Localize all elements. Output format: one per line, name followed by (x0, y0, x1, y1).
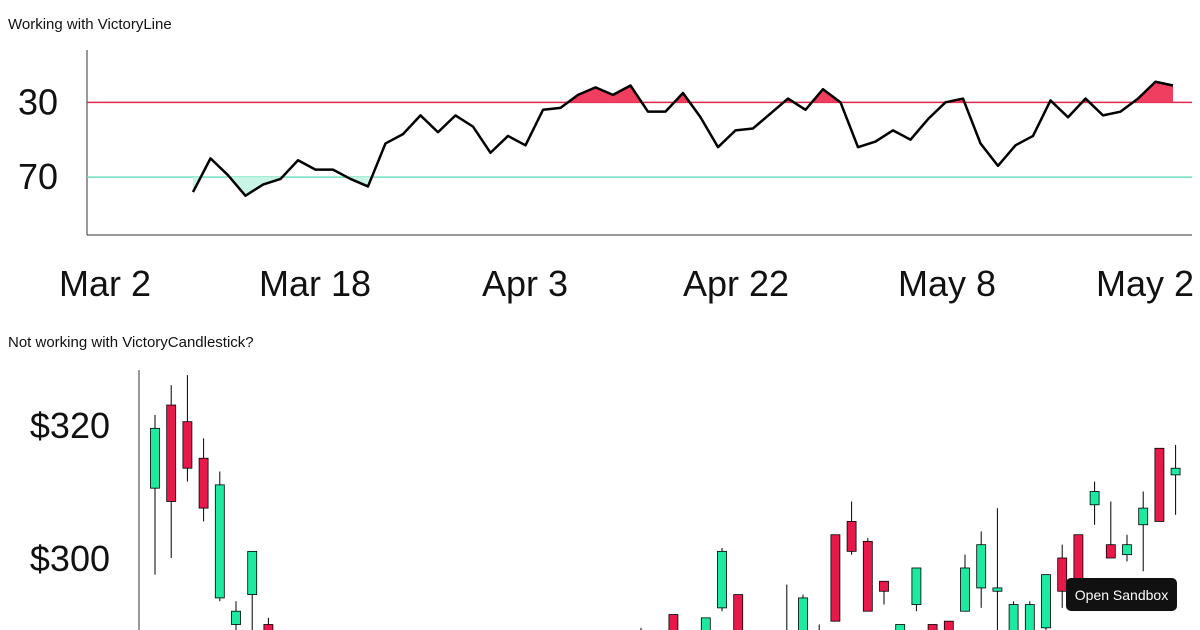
candle-body (1008, 604, 1019, 630)
x-tick-label: Apr 22 (683, 263, 789, 304)
candle-body (182, 421, 193, 469)
candle-body (1057, 557, 1068, 592)
candle-body (976, 544, 987, 589)
x-tick-label: Apr 3 (482, 263, 568, 304)
candle-body (1105, 544, 1116, 559)
candle-body (1154, 447, 1165, 522)
candle-body (1089, 491, 1100, 506)
candle-body (1041, 574, 1051, 629)
candle-body (830, 534, 841, 622)
y-tick-label: 70 (18, 156, 58, 197)
x-tick-label: May 8 (898, 263, 996, 304)
y-tick-label: 30 (18, 81, 58, 122)
candle-body (733, 594, 744, 630)
candle-body (263, 624, 274, 630)
over-threshold-area (1133, 81, 1173, 103)
candle-body (231, 610, 241, 625)
candle-chart-marks (150, 375, 1181, 630)
data-line (191, 80, 1174, 198)
line-chart-caption: Working with VictoryLine (8, 16, 172, 33)
over-threshold-area (811, 89, 841, 103)
candle-body (911, 567, 922, 605)
line-chart: 30 70 Mar 2 Mar 18 Apr 3 Apr 22 May 8 May 2 (18, 50, 1194, 304)
candle-body (668, 614, 679, 630)
line-chart-ticks: 30 70 Mar 2 Mar 18 Apr 3 Apr 22 May 8 May 2 (18, 81, 1194, 304)
candle-body (1024, 604, 1035, 630)
candle-body (1170, 467, 1181, 476)
candle-body (717, 550, 727, 609)
candle-body (798, 597, 808, 630)
open-sandbox-button[interactable]: Open Sandbox (1066, 578, 1177, 611)
candle-body (166, 404, 177, 502)
candle-body (150, 427, 160, 489)
candle-body (700, 617, 711, 630)
candle-body (895, 624, 906, 630)
candle-body (846, 521, 857, 552)
y-tick-label: $300 (30, 538, 110, 579)
candle-body (198, 457, 209, 509)
candle-body (992, 587, 1003, 592)
y-tick-label: $320 (30, 405, 110, 446)
candle-body (943, 620, 954, 630)
candle-body (247, 550, 258, 595)
x-tick-label: Mar 2 (59, 263, 151, 304)
candle-body (879, 580, 889, 592)
x-tick-label: Mar 18 (259, 263, 371, 304)
candle-body (1138, 507, 1149, 526)
candle-body (960, 567, 970, 612)
candle-body (214, 484, 225, 599)
x-tick-label: May 2 (1096, 263, 1194, 304)
candle-body (927, 624, 938, 630)
candle-body (862, 540, 873, 612)
candle-chart-caption: Not working with VictoryCandlestick? (8, 334, 254, 351)
candle-body (1122, 544, 1132, 556)
line-chart-series (191, 80, 1174, 198)
candle-chart-ticks: $320 $300 (30, 405, 110, 579)
